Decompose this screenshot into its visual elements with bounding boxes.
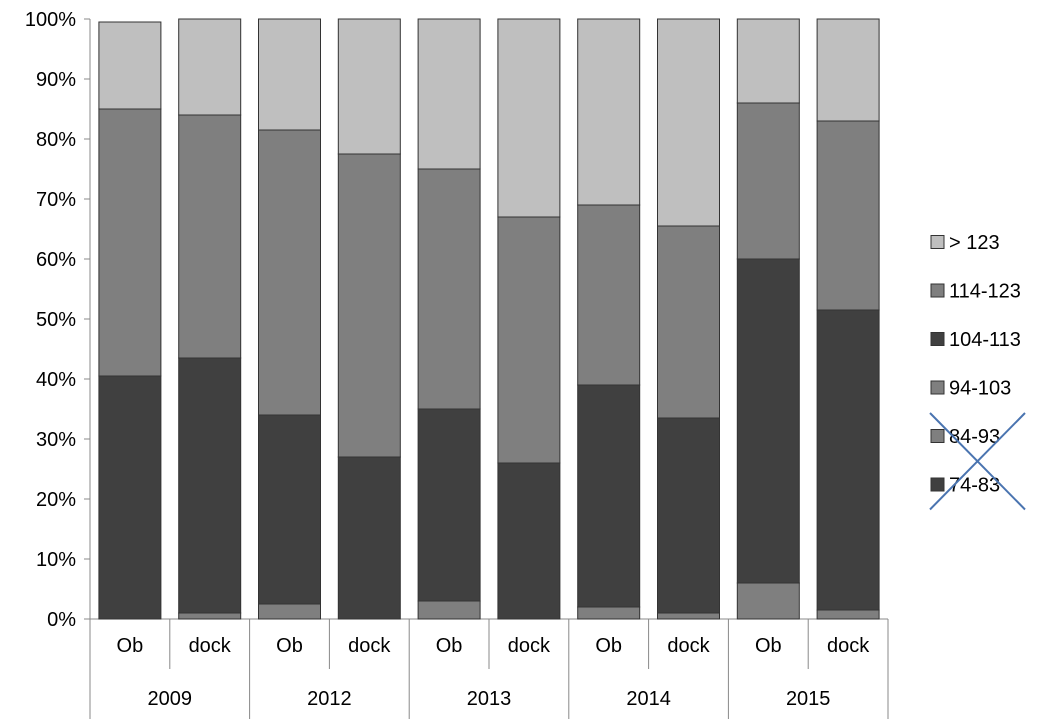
bar-segment	[258, 18, 321, 131]
bar-segment	[577, 384, 641, 608]
x-tick-label: dock	[667, 635, 710, 657]
bar-segment	[178, 357, 242, 614]
y-tick-label: 20%	[36, 489, 76, 511]
legend-swatch	[930, 235, 945, 249]
legend-entry: > 123	[930, 232, 1000, 254]
bars	[98, 18, 880, 620]
legend: > 123 114-123 104-113 94-103 84-93 74-83	[929, 232, 1026, 511]
legend-swatch	[930, 380, 945, 395]
bar-segment	[258, 603, 321, 620]
bar-segment	[577, 18, 641, 206]
bar-segment	[816, 18, 880, 122]
x-group-label: 2012	[307, 688, 352, 710]
legend-label: 94-103	[949, 378, 1011, 400]
bar-segment	[258, 414, 321, 605]
bar-segment	[497, 18, 561, 218]
x-group-label: 2015	[786, 688, 831, 710]
y-tick-label: 50%	[36, 309, 76, 331]
y-tick-label: 10%	[36, 549, 76, 571]
bar-segment	[816, 609, 880, 620]
bar-segment	[98, 21, 162, 110]
y-axis-tick-labels: 0% 10% 20% 30% 40% 50% 60% 70% 80% 90% 100%	[25, 9, 76, 631]
x-tick-label: Ob	[117, 635, 144, 657]
y-tick-label: 30%	[36, 429, 76, 451]
bar-segment	[736, 102, 800, 260]
legend-label: 74-83	[949, 475, 1000, 497]
bar-segment	[98, 108, 162, 377]
bar-segment	[577, 606, 641, 620]
x-tick-label: Ob	[755, 635, 782, 657]
legend-swatch	[930, 283, 945, 298]
x-group-label: 2009	[148, 688, 193, 710]
bar-segment	[497, 462, 561, 620]
x-tick-label: dock	[189, 635, 232, 657]
bar-segment	[816, 309, 880, 611]
legend-label: 114-123	[949, 281, 1021, 303]
bar-segment	[417, 408, 481, 602]
bar-segment	[417, 600, 481, 620]
legend-label: > 123	[949, 232, 1000, 254]
x-tick-label: Ob	[276, 635, 303, 657]
y-tick-label: 100%	[25, 9, 76, 31]
y-tick-label: 60%	[36, 249, 76, 271]
x-axis-labels: Ob dock Ob dock Ob dock Ob dock Ob dock 2009 2012 20…	[117, 635, 871, 710]
x-tick-label: dock	[827, 635, 870, 657]
y-tick-label: 70%	[36, 189, 76, 211]
x-tick-label: Ob	[595, 635, 622, 657]
bar-segment	[417, 168, 481, 410]
bar-segment	[657, 225, 720, 419]
bar-segment	[337, 456, 401, 620]
y-tick-label: 80%	[36, 129, 76, 151]
legend-label: 104-113	[949, 329, 1021, 351]
bar-segment	[736, 582, 800, 620]
cross-out-stroke	[929, 412, 1026, 511]
x-tick-label: dock	[348, 635, 391, 657]
bar-segment	[816, 120, 880, 311]
y-tick-label: 90%	[36, 69, 76, 91]
y-tick-label: 40%	[36, 369, 76, 391]
x-tick-label: Ob	[436, 635, 463, 657]
legend-entry: 114-123	[930, 281, 1021, 303]
bar-segment	[736, 18, 800, 104]
bar-segment	[657, 18, 720, 227]
bar-segment	[657, 417, 720, 614]
legend-entry: 84-93	[930, 426, 1000, 448]
bar-segment	[98, 375, 162, 620]
legend-label: 84-93	[949, 426, 1000, 448]
bar-segment	[337, 18, 401, 155]
bar-segment	[178, 18, 242, 116]
legend-entry: 94-103	[930, 378, 1011, 400]
bar-segment	[736, 258, 800, 584]
legend-swatch	[930, 429, 945, 443]
bar-segment	[178, 114, 242, 359]
x-group-label: 2014	[626, 688, 671, 710]
bar-segment	[497, 216, 561, 464]
legend-entry: 104-113	[930, 329, 1021, 351]
legend-swatch	[930, 477, 945, 492]
bar-segment	[178, 612, 242, 620]
bar-segment	[577, 204, 641, 386]
bar-segment	[657, 612, 720, 620]
x-tick-label: dock	[508, 635, 551, 657]
x-group-label: 2013	[467, 688, 512, 710]
bar-segment	[337, 153, 401, 458]
y-tick-label: 0%	[47, 609, 76, 631]
bar-segment	[417, 18, 481, 170]
legend-entry: 74-83	[930, 475, 1000, 497]
bar-segment	[258, 129, 321, 416]
legend-swatch	[930, 332, 945, 346]
